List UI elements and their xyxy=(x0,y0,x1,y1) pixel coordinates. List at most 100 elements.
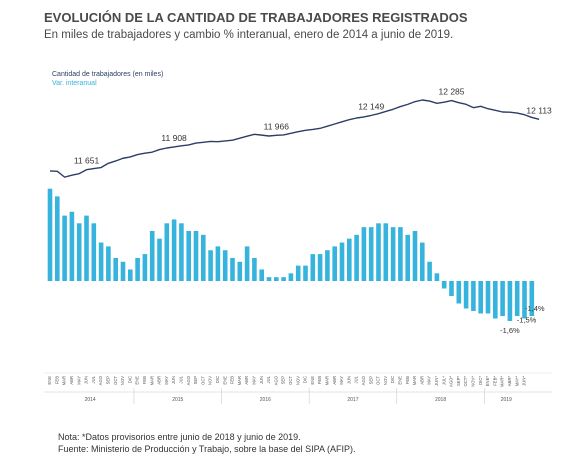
bar-16 xyxy=(164,223,170,281)
bar-value-label-1: -1,5% xyxy=(517,316,537,325)
bar-8 xyxy=(106,246,111,281)
x-tick-label-23: DIC xyxy=(215,376,220,383)
bar-56 xyxy=(456,281,462,304)
x-tick-label-28: MAY xyxy=(252,376,257,385)
x-tick-label-34: NOV xyxy=(295,376,300,385)
x-tick-label-49: FEB xyxy=(405,376,410,384)
bar-6 xyxy=(91,223,97,281)
line-annotation-3: 12 149 xyxy=(358,101,384,111)
bar-38 xyxy=(325,250,330,281)
bar-43 xyxy=(361,227,367,281)
bar-31 xyxy=(274,277,279,281)
bar-4 xyxy=(76,223,82,281)
bar-labels: -1,6%-1,5% -1,4% xyxy=(500,304,545,335)
x-tick-label-18: JUL xyxy=(179,375,184,383)
x-tick-label-48: ENE xyxy=(398,376,403,385)
bar-36 xyxy=(310,254,316,281)
year-label-2018: 2018 xyxy=(435,397,446,403)
line-annotation-1: 11 908 xyxy=(161,133,187,143)
x-tick-label-60: ENE* xyxy=(485,376,490,387)
bar-value-label-0: -1,6% xyxy=(500,326,520,335)
x-tick-label-54: JUL* xyxy=(441,376,446,385)
x-tick-label-22: NOV xyxy=(208,376,213,385)
x-tick-label-53: JUN* xyxy=(434,376,439,386)
x-tick-label-12: ENE xyxy=(135,376,140,385)
x-tick-label-50: MAR xyxy=(412,376,417,385)
line-annotation-2: 11 966 xyxy=(264,121,290,131)
x-axis: ENE FEB MAR ABR MAY JUN JUL AGO SEP OCT NOV DIC ENE F… xyxy=(44,372,552,404)
line-annotation-0: 11 651 xyxy=(74,156,100,166)
bar-64 xyxy=(514,281,520,316)
bar-66 xyxy=(529,281,535,316)
x-tick-label-31: AGO xyxy=(273,375,278,385)
bar-58 xyxy=(471,281,476,311)
bar-13 xyxy=(142,254,148,281)
bar-26 xyxy=(237,261,243,281)
x-tick-label-65: JUN* xyxy=(522,376,527,386)
bar-37 xyxy=(317,254,323,281)
x-tick-label-52: MAY xyxy=(427,376,432,385)
x-tick-label-11: DIC xyxy=(127,376,132,383)
bar-47 xyxy=(390,227,396,281)
x-tick-label-61: FEB* xyxy=(492,376,497,386)
x-tick-label-41: JUN xyxy=(346,376,351,384)
bar-45 xyxy=(376,223,381,281)
line-annotation-4: 12 285 xyxy=(439,87,465,97)
chart-title: EVOLUCIÓN DE LA CANTIDAD DE TRABAJADORES… xyxy=(44,10,468,25)
bar-18 xyxy=(179,223,184,281)
x-tick-label-36: ENE xyxy=(310,376,315,385)
bar-27 xyxy=(244,246,250,281)
x-tick-label-46: NOV xyxy=(383,376,388,385)
bar-23 xyxy=(215,246,221,281)
x-tick-label-43: AGO xyxy=(361,375,366,385)
bar-60 xyxy=(485,281,491,314)
x-tick-label-63: ABR* xyxy=(507,376,512,387)
bar-15 xyxy=(157,238,162,281)
x-tick-label-4: MAY xyxy=(76,376,81,385)
bar-2 xyxy=(62,215,67,281)
bar-5 xyxy=(84,215,89,281)
bar-32 xyxy=(281,277,286,281)
x-tick-label-21: OCT xyxy=(200,376,205,385)
x-tick-label-10: NOV xyxy=(120,376,125,385)
bar-22 xyxy=(208,250,213,281)
x-tick-label-56: SEP* xyxy=(456,376,461,386)
x-tick-label-20: SEP xyxy=(193,376,198,385)
bar-17 xyxy=(171,219,177,281)
bar-48 xyxy=(398,227,403,281)
bar-41 xyxy=(347,238,352,281)
x-tick-label-13: FEB xyxy=(142,376,147,384)
x-tick-label-44: SEP xyxy=(368,376,373,385)
bar-65 xyxy=(522,281,527,319)
bar-11 xyxy=(128,269,133,281)
workers-line xyxy=(49,99,540,178)
bar-0 xyxy=(47,188,53,281)
bar-10 xyxy=(120,261,126,281)
x-tick-label-19: AGO xyxy=(186,375,191,385)
year-label-2014: 2014 xyxy=(85,397,96,403)
x-tick-label-32: SEP xyxy=(281,376,286,385)
bar-39 xyxy=(332,246,337,281)
line-annotations: 11 651 11 908 11 966 12 149 12 285 12 113 xyxy=(74,87,552,166)
x-tick-label-59: DIC* xyxy=(478,376,483,385)
bar-54 xyxy=(441,281,447,289)
bar-61 xyxy=(493,281,498,319)
x-tick-label-57: OCT* xyxy=(463,376,468,387)
bar-25 xyxy=(230,257,235,281)
year-label-2017: 2017 xyxy=(347,397,358,403)
bar-49 xyxy=(405,234,410,281)
x-tick-label-2: MAR xyxy=(62,376,67,385)
x-tick-label-45: OCT xyxy=(376,376,381,385)
x-tick-label-35: DIC xyxy=(303,376,308,383)
x-tick-label-30: JUL xyxy=(266,375,271,383)
year-label-2016: 2016 xyxy=(260,397,271,403)
x-tick-label-42: JUL xyxy=(354,375,359,383)
bar-42 xyxy=(354,234,359,281)
x-tick-label-47: DIC xyxy=(390,376,395,383)
x-tick-label-3: ABR xyxy=(69,376,74,385)
legend-entry-workers: Cantidad de trabajadores (en miles) xyxy=(52,71,163,78)
x-tick-label-0: ENE xyxy=(47,376,52,385)
bar-series xyxy=(47,188,535,321)
x-tick-label-39: ABR xyxy=(332,376,337,385)
x-tick-label-62: MAR* xyxy=(500,376,505,387)
